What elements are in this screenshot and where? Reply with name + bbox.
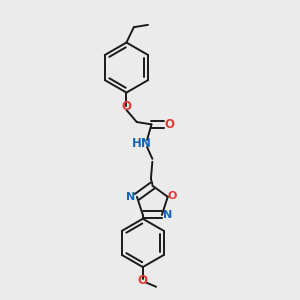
Text: O: O	[165, 118, 175, 131]
Text: O: O	[122, 100, 131, 113]
Text: N: N	[163, 210, 172, 220]
Text: O: O	[168, 191, 177, 201]
Text: O: O	[138, 274, 148, 287]
Text: N: N	[126, 192, 136, 202]
Text: HN: HN	[132, 137, 152, 150]
